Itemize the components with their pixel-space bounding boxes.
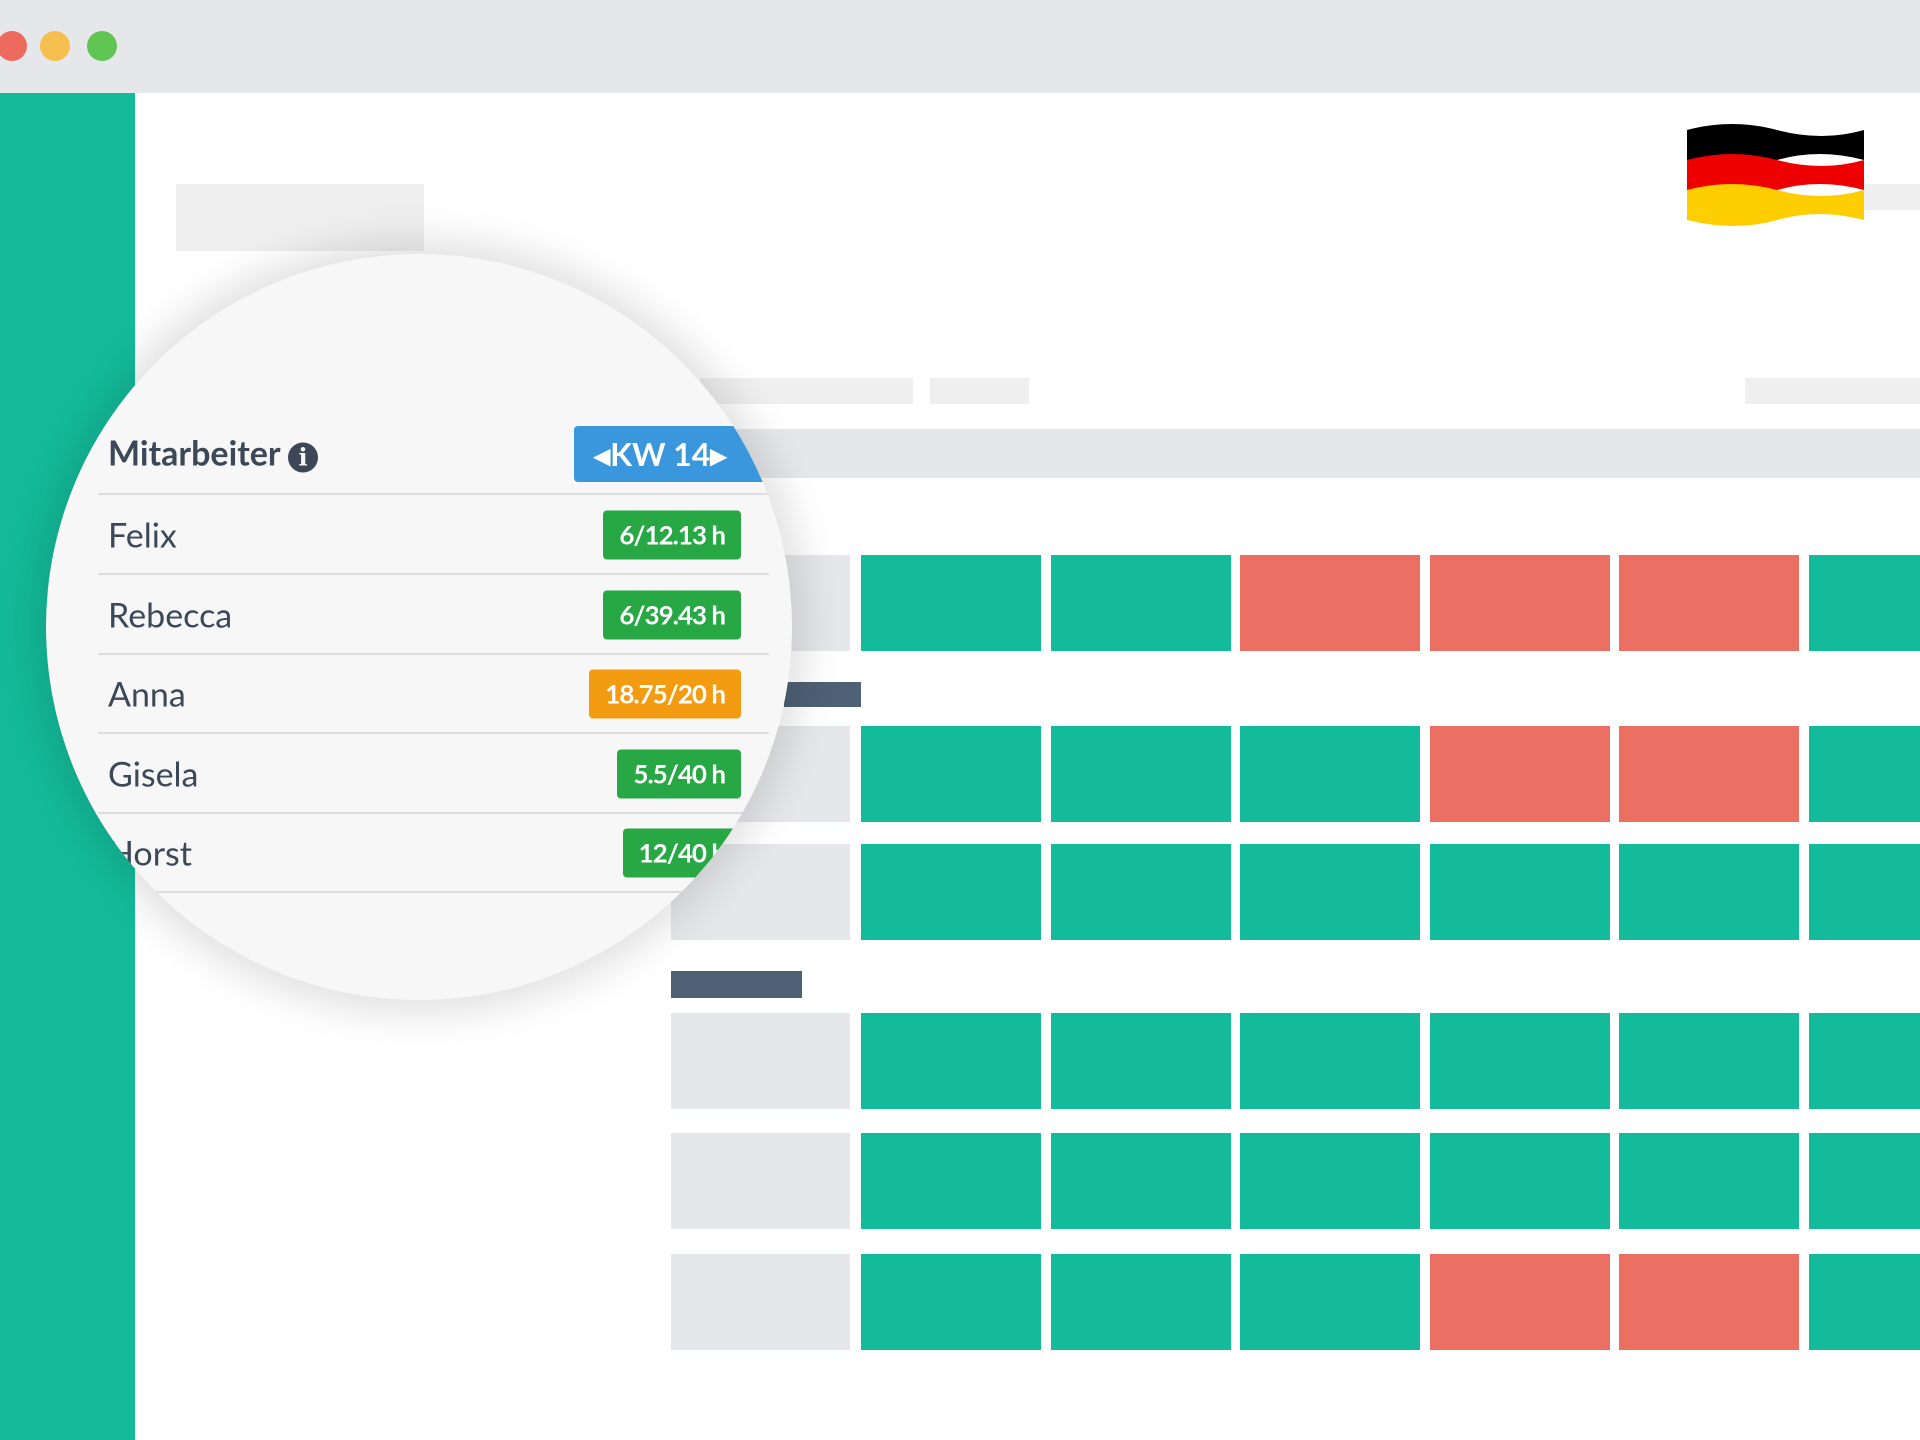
shift-cell bbox=[1240, 1013, 1421, 1109]
shift-cell bbox=[1429, 1013, 1610, 1109]
browser-bar bbox=[0, 0, 1920, 93]
shift-cell bbox=[1809, 844, 1920, 940]
shift-cell bbox=[1429, 1133, 1610, 1229]
divider bbox=[98, 652, 769, 655]
shift-cell bbox=[1619, 844, 1800, 940]
max-dot bbox=[87, 31, 117, 61]
shift-cell bbox=[861, 844, 1041, 940]
row-label-cell bbox=[671, 1013, 850, 1109]
divider bbox=[98, 573, 769, 575]
shift-cell bbox=[1619, 1013, 1800, 1109]
shift-cell bbox=[1050, 1133, 1231, 1229]
shift-cell bbox=[861, 1013, 1041, 1109]
divider bbox=[98, 891, 769, 893]
shift-cell bbox=[1619, 1133, 1800, 1229]
hours-badge: 5.5/40 h bbox=[617, 749, 741, 798]
hours-badge: 6/12.13 h bbox=[603, 510, 741, 560]
shift-cell bbox=[1050, 726, 1231, 822]
employee-name: Horst bbox=[108, 832, 192, 874]
placeholder bbox=[176, 184, 424, 251]
shift-cell bbox=[1809, 555, 1920, 651]
row-label-cell bbox=[671, 1133, 850, 1229]
group-label bbox=[671, 971, 802, 998]
header-bar bbox=[735, 429, 1920, 478]
shift-cell bbox=[1240, 555, 1421, 651]
shift-cell bbox=[1429, 1254, 1610, 1350]
header-label: Mitarbeiter i bbox=[108, 432, 319, 474]
shift-cell bbox=[1429, 726, 1610, 822]
placeholder bbox=[1864, 184, 1920, 210]
shift-cell bbox=[1240, 844, 1421, 940]
shift-cell bbox=[1240, 726, 1421, 822]
hours-badge: 12/40 h bbox=[622, 828, 741, 878]
header-text: Mitarbeiter bbox=[108, 432, 280, 474]
divider bbox=[98, 493, 769, 495]
shift-cell bbox=[1809, 1013, 1920, 1109]
shift-cell bbox=[1619, 1254, 1800, 1350]
employee-name: Anna bbox=[108, 673, 186, 715]
shift-cell bbox=[861, 1254, 1041, 1350]
shift-cell bbox=[1619, 555, 1800, 651]
shift-cell bbox=[1809, 1254, 1920, 1350]
shift-cell bbox=[1050, 844, 1231, 940]
close-dot bbox=[0, 31, 27, 61]
hours-badge: 18.75/20 h bbox=[589, 669, 741, 719]
shift-cell bbox=[1050, 555, 1231, 651]
hours-badge: 6/39.43 h bbox=[603, 590, 741, 639]
min-dot bbox=[40, 31, 70, 61]
row-label-cell bbox=[671, 1254, 850, 1350]
shift-cell bbox=[861, 555, 1041, 651]
shift-cell bbox=[861, 726, 1041, 822]
shift-cell bbox=[1240, 1133, 1421, 1229]
shift-cell bbox=[1619, 726, 1800, 822]
placeholder bbox=[700, 378, 913, 404]
week-button[interactable]: ◂KW 14▸ bbox=[574, 426, 792, 482]
shift-cell bbox=[1429, 844, 1610, 940]
german-flag bbox=[1687, 124, 1864, 226]
employee-name: Rebecca bbox=[108, 594, 233, 635]
placeholder bbox=[930, 378, 1029, 404]
group-label bbox=[784, 682, 861, 707]
shift-cell bbox=[1429, 555, 1610, 651]
employee-name: Felix bbox=[108, 514, 177, 556]
info-icon: i bbox=[288, 442, 319, 473]
shift-cell bbox=[1809, 726, 1920, 822]
employee-name: Gisela bbox=[108, 753, 199, 794]
week-label: KW 14 bbox=[610, 434, 711, 473]
magnifier: Mitarbeiter i ◂KW 14▸ Felix 6/12.13 h Rebe… bbox=[46, 254, 792, 1000]
shift-cell bbox=[1050, 1013, 1231, 1109]
divider bbox=[98, 811, 769, 814]
shift-cell bbox=[861, 1133, 1041, 1229]
shift-cell bbox=[1240, 1254, 1421, 1350]
shift-cell bbox=[1809, 1133, 1920, 1229]
placeholder bbox=[1745, 378, 1920, 404]
shift-cell bbox=[1050, 1254, 1231, 1350]
divider bbox=[98, 732, 769, 734]
